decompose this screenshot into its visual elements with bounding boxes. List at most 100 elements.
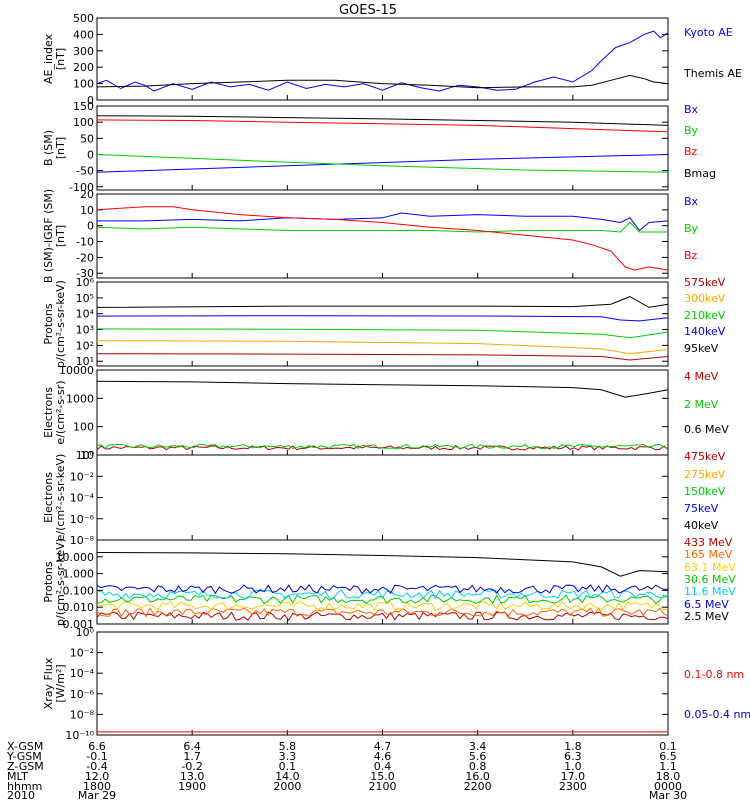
legend-entry: Bx [684,195,699,208]
panel-xray: 10⁰ 10⁻² 10⁻⁴ 10⁻⁶ 10⁻⁸ 10⁻¹⁰ Xray Flux [W/m²] 0… [42,626,750,742]
series-line [96,340,669,355]
y-tick-label: -50 [76,165,94,178]
x-row-value: 4.6 [374,750,392,763]
x-row-value: 1.8 [564,740,582,753]
x-row-value: 1.0 [564,760,582,773]
legend-entry: Kyoto AE [684,26,733,39]
y-axis-label: [W/m²] [54,664,67,702]
x-row-value: 18.0 [656,770,681,783]
y-tick-label: 20 [80,188,94,201]
y-axis-label: e/(cm²-s-sr) [54,380,67,444]
series-line [96,607,669,618]
y-tick-label: 300 [73,45,94,58]
x-row-value: 5.6 [469,750,487,763]
legend-entry: 11.6 MeV [684,585,736,598]
figure-title: GOES-15 [339,3,397,18]
y-tick-label: -100 [69,181,94,194]
y-tick-label: 10⁴ [76,308,95,321]
y-tick-label: 10.000 [56,551,95,564]
y-tick-label: 10⁻¹⁰ [65,729,94,742]
y-tick-label: 10⁻² [70,470,94,483]
x-row-value: Mar 29 [78,789,116,800]
x-row-value: 13.0 [180,770,205,783]
x-row-value: 0000 [654,780,682,793]
y-axis-label: Protons [42,303,55,344]
x-row-value: 3.4 [469,740,487,753]
y-tick-label: 0 [87,94,94,107]
x-row-value: 12.0 [85,770,110,783]
y-tick-label: 10⁻⁸ [70,534,95,547]
legend-entry: 140keV [684,325,726,338]
y-axis-label: Protons [42,561,55,602]
series-line [96,115,669,126]
series-line [96,328,669,339]
x-row-value: 0.1 [279,760,297,773]
x-row-value: 6.6 [88,740,106,753]
legend-entry: By [684,222,699,235]
y-axis-label: [nT] [54,48,67,70]
legend-entry: 4 MeV [684,370,719,383]
x-row-value: 17.0 [561,770,586,783]
panel-frame [96,369,669,456]
x-row-value: 6.3 [564,750,582,763]
x-row-value: 6.4 [183,740,201,753]
series-line [97,212,669,232]
y-tick-label: 10¹ [76,355,94,368]
x-row-value: 1.7 [183,750,201,763]
x-row-value: 4.7 [374,740,392,753]
series-line [96,30,669,92]
legend-entry: By [684,124,699,137]
legend-entry: 150keV [684,485,726,498]
panel-electrons1: 10 100 1000 10000 Electrons e/(cm²-s-sr) 4 MeV… [42,364,729,462]
legend-entry: 300keV [684,292,726,305]
y-tick-label: 400 [73,28,94,41]
series-line [96,221,668,233]
legend-entry: Bx [684,103,699,116]
legend-entry: 475keV [684,450,726,463]
y-tick-label: -30 [76,267,94,280]
x-row-value: 2100 [369,780,397,793]
x-row-value: 2300 [559,780,587,793]
legend-entry: Bmag [684,167,716,180]
panel-bigrf: 20 10 0 -10 -20 -30 B (SM)-IGRF (SM) [nT] Bx By Bz [42,188,699,283]
y-tick-label: 1000 [66,392,94,405]
series-line [96,154,669,173]
x-row-value: 1800 [83,780,111,793]
y-tick-label: 10⁻² [70,647,94,660]
x-row-label: Z-GSM [7,760,44,773]
y-axis-label: Xray Flux [42,657,55,709]
panel-bsm: 150 100 50 0 -50 -100 B (SM) [nT] Bx By Bz Bmag [42,100,716,194]
series-line [96,552,669,577]
x-row-value: 3.3 [279,750,297,763]
y-tick-label: 10⁶ [76,276,95,289]
series-line [96,600,669,611]
y-tick-label: 0.001 [63,618,95,631]
legend-entry: 0.6 MeV [684,423,729,436]
y-axis-label: AE_index [42,33,55,84]
legend-entry: Themis AE [683,67,742,80]
panel-electrons2: 10⁰ 10⁻² 10⁻⁴ 10⁻⁶ 10⁻⁸ Electrons e/(cm²-s-sr-… [42,449,726,547]
y-tick-label: 100 [73,421,94,434]
legend-entry: 95keV [684,342,719,355]
legend-entry: 433 MeV [684,536,733,549]
x-row-value: 16.0 [465,770,490,783]
y-tick-label: 10⁰ [76,626,95,639]
y-axis-label: [nT] [54,225,67,247]
y-tick-label: -20 [76,251,94,264]
y-tick-label: 150 [73,100,94,113]
panel-frame [96,454,669,541]
series-line [96,584,669,595]
x-row-value: 0.8 [469,760,487,773]
y-tick-label: -10 [76,236,94,249]
legend-entry: 30.6 MeV [684,573,736,586]
y-tick-label: 10⁻⁴ [70,667,95,680]
y-axis-label: p/(cm²-s-sr-keV) [54,280,67,368]
y-tick-label: 10⁰ [76,449,95,462]
y-tick-label: 1.000 [63,568,95,581]
panel-protons2: 10.000 1.000 0.100 0.010 0.001 Protons p/(cm²-… [42,536,736,631]
y-tick-label: 50 [80,132,94,145]
y-tick-label: 10⁻⁶ [70,688,95,701]
legend-entry: 40keV [684,519,719,532]
